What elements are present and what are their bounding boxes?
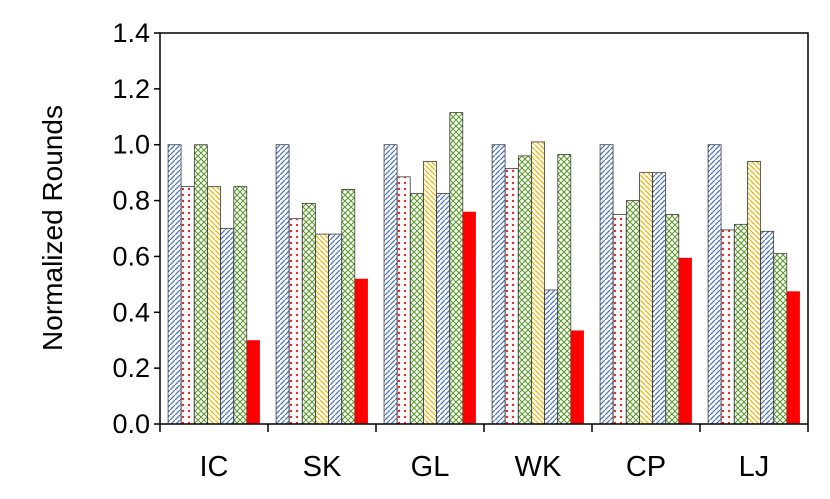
- bar-series-6-cp: [665, 214, 680, 425]
- x-category-label: LJ: [739, 451, 770, 483]
- bar-series-5-cp: [652, 172, 667, 425]
- y-axis-ticks: 0.0 0.2 0.4 0.6 0.8 1.0 1.2 1.4: [112, 18, 160, 439]
- bar-series-3-sk: [301, 202, 316, 425]
- bar-series-7-wk: [570, 330, 584, 424]
- bar-series-3-lj: [733, 223, 748, 425]
- bar-series-7-ic: [246, 340, 260, 424]
- bar-series-5-ic: [220, 228, 235, 425]
- bar-series-3-ic: [193, 144, 208, 425]
- bar-series-4-gl: [423, 161, 437, 425]
- bar-series-3-wk: [517, 155, 532, 425]
- bar-series-4-cp: [639, 172, 653, 425]
- bar-marks: [167, 112, 800, 425]
- y-tick-label: 0.0: [112, 409, 150, 439]
- y-tick-label: 0.6: [112, 241, 150, 271]
- bar-series-7-cp: [678, 257, 692, 424]
- bar-series-1-ic: [167, 144, 182, 425]
- bar-series-2-sk: [288, 218, 303, 425]
- bar-series-4-sk: [315, 233, 329, 425]
- bar-series-1-lj: [707, 144, 722, 425]
- bar-series-4-lj: [747, 161, 761, 425]
- bar-series-1-wk: [491, 144, 506, 425]
- x-category-label: SK: [303, 451, 342, 483]
- bar-series-6-lj: [773, 253, 788, 425]
- bar-series-5-sk: [328, 233, 343, 425]
- bar-series-7-lj: [786, 291, 800, 424]
- bar-series-4-wk: [531, 141, 545, 425]
- y-tick-label: 0.4: [112, 297, 150, 327]
- x-category-label: GL: [411, 451, 450, 483]
- bar-series-1-cp: [599, 144, 614, 425]
- x-category-label: CP: [626, 451, 666, 483]
- bar-series-6-gl: [449, 112, 464, 425]
- bar-series-1-sk: [275, 144, 290, 425]
- bar-series-2-ic: [180, 186, 195, 425]
- bar-series-6-ic: [233, 186, 248, 425]
- y-tick-label: 0.2: [112, 353, 150, 383]
- bar-series-3-cp: [625, 200, 640, 425]
- bar-series-1-gl: [383, 144, 398, 425]
- bar-series-2-wk: [504, 168, 519, 425]
- plot-frame: [159, 32, 809, 425]
- bar-series-2-cp: [612, 214, 627, 425]
- y-axis-title: Normalized Rounds: [37, 105, 68, 351]
- bar-series-5-gl: [436, 193, 451, 425]
- bar-series-6-sk: [341, 188, 356, 425]
- x-axis-ticks: IC SK GL WK CP LJ: [159, 424, 809, 483]
- bar-series-5-lj: [760, 230, 775, 425]
- bar-series-3-gl: [409, 193, 424, 425]
- y-tick-label: 1.4: [112, 18, 150, 48]
- bar-series-6-wk: [557, 154, 572, 425]
- bar-series-2-lj: [720, 229, 735, 425]
- bar-series-2-gl: [396, 176, 411, 425]
- x-category-label: WK: [515, 451, 562, 483]
- bar-series-4-ic: [207, 186, 221, 425]
- x-category-label: IC: [200, 451, 229, 483]
- y-tick-label: 1.0: [112, 130, 150, 160]
- y-tick-label: 1.2: [112, 74, 150, 104]
- bar-series-7-sk: [354, 278, 368, 424]
- bar-series-7-gl: [462, 211, 476, 424]
- bar-series-5-wk: [544, 289, 559, 425]
- y-tick-label: 0.8: [112, 186, 150, 216]
